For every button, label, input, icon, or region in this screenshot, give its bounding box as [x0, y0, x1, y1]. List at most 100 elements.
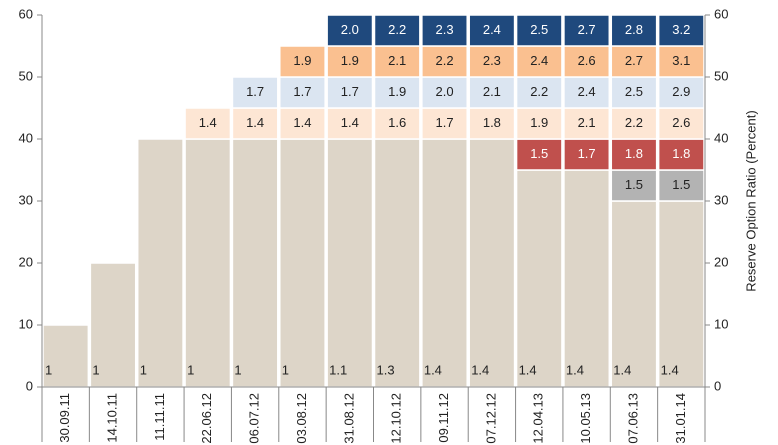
data-label: 2.1	[483, 84, 501, 99]
bar-segment	[610, 45, 658, 78]
bar-segment	[515, 169, 563, 388]
bar-segment	[184, 107, 232, 140]
y-tick-label: 30	[19, 192, 33, 207]
bar-segment	[563, 138, 611, 171]
bar-segment	[468, 138, 516, 388]
y2-axis-label: Reserve Option Ratio (Percent)	[743, 110, 758, 291]
data-label: 1.5	[530, 146, 548, 161]
bar-segment	[373, 107, 421, 140]
data-label: 3.2	[672, 22, 690, 37]
data-label: 2.1	[388, 53, 406, 68]
data-label: 1	[45, 362, 52, 377]
bar-segment	[184, 138, 232, 388]
data-label: 1.4	[293, 115, 311, 130]
bar-segment	[563, 169, 611, 388]
bar-segment	[468, 14, 516, 47]
data-label: 2.2	[388, 22, 406, 37]
data-label: 2.5	[625, 84, 643, 99]
data-label: 1.4	[199, 115, 217, 130]
data-label: 1.4	[424, 362, 442, 377]
data-label: 1.4	[566, 362, 584, 377]
data-label: 2.7	[578, 22, 596, 37]
data-label: 1.4	[341, 115, 359, 130]
x-tick-label: 07.12.12	[483, 393, 498, 444]
y-tick-label: 50	[19, 68, 33, 83]
bar-segment	[373, 14, 421, 47]
data-label: 1.8	[672, 146, 690, 161]
x-tick-label: 14.10.11	[104, 393, 119, 443]
bar-segment	[136, 138, 184, 388]
data-label: 1.9	[341, 53, 359, 68]
data-label: 1.7	[293, 84, 311, 99]
data-label: 1.7	[246, 84, 264, 99]
x-tick-label: 10.05.13	[578, 393, 593, 444]
y-tick-label: 20	[19, 254, 33, 269]
bar-segment	[610, 138, 658, 171]
data-label: 2.3	[435, 22, 453, 37]
data-label: 1.4	[519, 362, 537, 377]
data-label: 1.8	[625, 146, 643, 161]
bar-segment	[421, 76, 468, 109]
data-label: 2.4	[530, 53, 548, 68]
data-label: 1	[92, 362, 99, 377]
x-tick-label: 22.06.12	[199, 393, 214, 444]
data-label: 1.7	[578, 146, 596, 161]
bar-segment	[421, 45, 468, 78]
data-label: 2.2	[435, 53, 453, 68]
x-tick-label: 30.09.11	[57, 393, 72, 443]
data-label: 2.7	[625, 53, 643, 68]
data-label: 1	[140, 362, 147, 377]
bar-segment	[421, 14, 468, 47]
bar-segment	[42, 324, 90, 388]
bar-segment	[326, 107, 374, 140]
data-label: 1	[234, 362, 241, 377]
data-label: 2.4	[578, 84, 596, 99]
y2-tick-label: 50	[714, 68, 728, 83]
data-label: 2.6	[578, 53, 596, 68]
x-tick-label: 07.06.13	[625, 393, 640, 444]
bar-segment	[657, 107, 705, 140]
data-label: 1	[282, 362, 289, 377]
bar-segment	[326, 14, 374, 47]
data-label: 1.4	[661, 362, 679, 377]
data-label: 2.2	[625, 115, 643, 130]
data-label: 3.1	[672, 53, 690, 68]
data-label: 1.5	[625, 177, 643, 192]
y2-tick-label: 30	[714, 192, 728, 207]
data-label: 1.9	[530, 115, 548, 130]
data-label: 1.8	[483, 115, 501, 130]
data-label: 1.3	[377, 362, 395, 377]
bar-segment	[610, 14, 658, 47]
bar-segment	[279, 76, 326, 109]
bar-segment	[89, 262, 137, 388]
bar-segment	[515, 45, 563, 78]
x-tick-label: 31.01.14	[673, 393, 688, 444]
x-tick-label: 03.08.12	[294, 393, 309, 444]
bar-segment	[515, 138, 563, 171]
y-tick-label: 10	[19, 316, 33, 331]
data-label: 2.0	[435, 84, 453, 99]
bar-segment	[610, 169, 658, 202]
bar-segment	[373, 76, 421, 109]
data-label: 1.9	[293, 53, 311, 68]
bar-segment	[326, 45, 374, 78]
x-tick-label: 09.11.12	[436, 393, 451, 443]
bar-segment	[657, 200, 705, 388]
bar-segment	[468, 107, 516, 140]
y2-tick-label: 60	[714, 6, 728, 21]
y2-tick-label: 40	[714, 130, 728, 145]
y2-tick-label: 20	[714, 254, 728, 269]
bar-segment	[231, 138, 279, 388]
bar-segment	[515, 107, 563, 140]
data-label: 1.5	[672, 177, 690, 192]
data-label: 1.4	[246, 115, 264, 130]
bar-segment	[657, 138, 705, 171]
bar-segment	[421, 138, 468, 388]
bar-segment	[610, 200, 658, 388]
bar-segment	[657, 14, 705, 47]
bar-segment	[563, 45, 611, 78]
x-tick-label: 11.11.11	[152, 393, 167, 441]
data-label: 1.1	[329, 362, 347, 377]
bar-segment	[373, 138, 421, 388]
